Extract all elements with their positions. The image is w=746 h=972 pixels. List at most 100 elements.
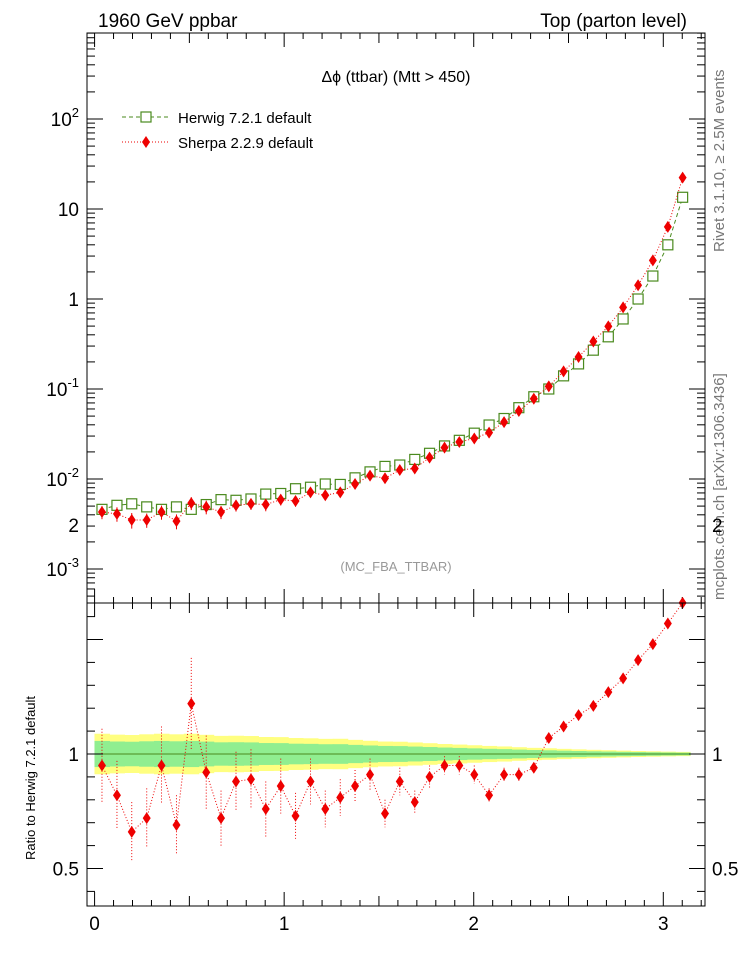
sherpa-point (663, 220, 672, 233)
x-tick-label: 0 (89, 914, 100, 935)
ratio-point (261, 802, 270, 815)
ratio-y-tick-labels: 0.5 0.5 1 1 2 2 (53, 516, 739, 881)
herwig-line (101, 197, 684, 510)
sherpa-point (455, 435, 464, 448)
herwig-point (379, 460, 391, 473)
main-y-tick-label: 1 (68, 290, 79, 311)
sherpa-point (217, 505, 226, 518)
sherpa-point (112, 507, 121, 520)
energy-label: 1960 GeV ppbar (98, 11, 238, 32)
main-y-tick-labels: 10-3 10-2 10-1 1 10 102 (46, 105, 79, 581)
herwig-point (126, 498, 138, 510)
ratio-point (574, 709, 583, 722)
x-tick-label: 2 (468, 914, 479, 935)
ratio-point (127, 825, 136, 838)
ratio-point (157, 759, 166, 772)
x-tick-label: 1 (279, 914, 290, 935)
ratio-point (485, 789, 494, 802)
main-axis-ticks (87, 32, 705, 603)
ratio-point (440, 759, 449, 772)
ratio-point (246, 773, 255, 786)
sherpa-point (574, 350, 583, 363)
ratio-point (395, 775, 404, 788)
plot-title: Δϕ (ttbar) (Mtt > 450) (321, 69, 470, 86)
ratio-y-tick-label: 2 (68, 516, 79, 537)
sherpa-point (500, 416, 509, 429)
legend-sherpa-marker (142, 136, 150, 148)
main-y-tick-label: 10-3 (46, 555, 79, 581)
sherpa-point (470, 432, 479, 445)
sherpa-point (395, 463, 404, 476)
sherpa-point (142, 514, 151, 527)
ratio-axis-ticks (87, 603, 705, 906)
herwig-point (677, 191, 689, 203)
rivet-side-label: Rivet 3.1.10, ≥ 2.5M events (711, 70, 728, 253)
ratio-y-tick-label-right: 1 (712, 745, 723, 766)
ratio-point (514, 768, 523, 781)
ratio-sherpa-series (97, 596, 687, 862)
sherpa-point (172, 515, 181, 528)
herwig-point (170, 501, 183, 513)
ratio-y-tick-label-right: 2 (712, 516, 723, 537)
ratio-point (172, 818, 181, 831)
herwig-point (632, 293, 644, 305)
sherpa-point (232, 499, 241, 512)
x-tick-labels: 0 1 2 3 (89, 914, 668, 935)
sherpa-point (559, 365, 568, 378)
sherpa-point (261, 498, 270, 511)
sherpa-point (202, 500, 211, 513)
sherpa-point (604, 320, 613, 333)
sherpa-point (485, 426, 494, 439)
ratio-point (202, 766, 211, 779)
ratio-point (366, 768, 375, 781)
ratio-plot-panel: 0.5 0.5 1 1 2 2 0 1 2 3 Ratio to Herwig 7.2.1 de… (23, 516, 738, 935)
main-y-tick-label: 10 (58, 200, 79, 221)
legend-herwig-label: Herwig 7.2.1 default (178, 110, 312, 127)
sherpa-point (440, 441, 449, 454)
legend-entry-sherpa: Sherpa 2.2.9 default (122, 135, 314, 152)
ratio-y-tick-label: 0.5 (53, 860, 79, 881)
ratio-point (291, 809, 300, 822)
sherpa-point (276, 493, 285, 506)
herwig-point (319, 478, 331, 490)
herwig-point (260, 488, 272, 500)
ratio-point (276, 780, 285, 793)
ratio-point (336, 791, 345, 804)
sherpa-point (157, 505, 166, 518)
ratio-point (663, 617, 672, 630)
mcplots-side-label: mcplots.cern.ch [arXiv:1306.3436] (711, 373, 728, 600)
sherpa-point (544, 380, 553, 393)
sherpa-point (127, 514, 136, 527)
sherpa-point (187, 497, 196, 510)
sherpa-point (425, 451, 434, 464)
process-label: Top (parton level) (540, 11, 687, 32)
ratio-y-tick-label: 1 (68, 745, 79, 766)
ratio-point (648, 638, 657, 651)
sherpa-point (381, 472, 390, 485)
herwig-point (289, 483, 302, 495)
ratio-point (500, 768, 509, 781)
ratio-point (529, 761, 538, 774)
analysis-watermark: (MC_FBA_TTBAR) (340, 559, 451, 574)
sherpa-point (336, 486, 345, 499)
herwig-point (141, 501, 153, 513)
herwig-point (602, 331, 614, 343)
sherpa-point (634, 279, 643, 292)
ratio-point (142, 812, 151, 825)
ratio-y-tick-label-right: 0.5 (712, 860, 738, 881)
sherpa-point (678, 171, 687, 184)
ratio-point (410, 796, 419, 809)
x-tick-label: 3 (658, 914, 669, 935)
legend-herwig-marker (140, 111, 152, 123)
herwig-series (96, 191, 689, 515)
ratio-point (187, 697, 196, 710)
sherpa-point (246, 497, 255, 510)
main-y-tick-label: 10-1 (46, 375, 79, 401)
ratio-point (544, 731, 553, 744)
main-y-tick-label: 102 (51, 105, 79, 131)
sherpa-point (351, 477, 360, 490)
ratio-point (425, 770, 434, 783)
ratio-point (351, 780, 360, 793)
ratio-point (306, 775, 315, 788)
sherpa-point (306, 486, 315, 499)
